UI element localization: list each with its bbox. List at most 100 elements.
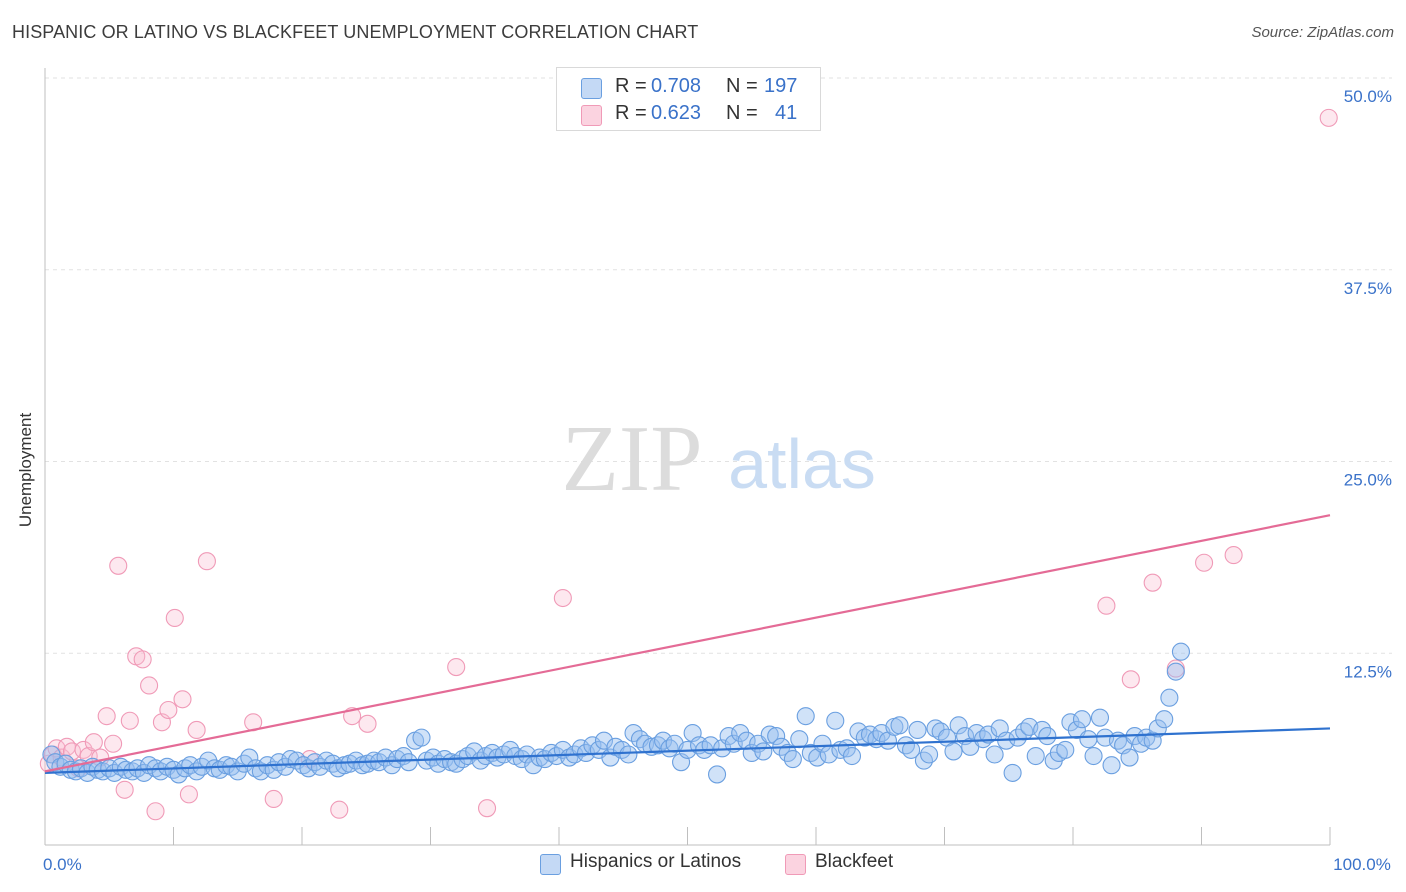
hispanic-point: [412, 728, 431, 747]
blackfeet-point: [179, 785, 198, 804]
bottom-legend-label-hispanic: Hispanics or Latinos: [570, 851, 742, 872]
blackfeet-point: [1143, 573, 1162, 592]
tick-labels: 12.5% 25.0% 37.5% 50.0% 0.0% 100.0%: [43, 87, 1392, 874]
y-tick-label: 37.5%: [1344, 279, 1392, 298]
hispanic-point: [494, 745, 513, 764]
hispanic-point: [902, 740, 921, 759]
watermark: ZIP atlas: [562, 407, 876, 511]
blackfeet-point: [104, 734, 123, 753]
blackfeet-point: [140, 676, 159, 695]
trend-lines: [44, 514, 1331, 775]
hispanic-point: [346, 751, 366, 770]
blackfeet-point: [447, 658, 466, 677]
hispanic-point: [1056, 740, 1075, 759]
hispanic-point: [654, 731, 673, 750]
legend-n-label: N =: [726, 75, 758, 97]
hispanic-point: [128, 759, 147, 778]
legend-n-value: 197: [764, 75, 798, 97]
y-axis-label: Unemployment: [16, 412, 35, 528]
blackfeet-trend-line: [44, 514, 1331, 773]
hispanic-point: [269, 753, 288, 772]
hispanic-point: [542, 743, 561, 763]
legend-swatch-blackfeet: [581, 105, 602, 126]
x-tick-label: 0.0%: [43, 855, 82, 874]
hispanic-point: [399, 753, 418, 772]
blackfeet-point: [330, 800, 349, 819]
watermark-zip: ZIP: [562, 407, 703, 511]
source-label: Source: ZipAtlas.com: [1251, 24, 1394, 41]
hispanic-point: [1120, 748, 1139, 767]
hispanic-point: [246, 759, 265, 778]
legend-r-label: R =: [615, 102, 647, 124]
y-tick-label: 50.0%: [1344, 87, 1392, 106]
blackfeet-point: [264, 789, 283, 809]
hispanic-point: [210, 760, 229, 779]
legend-r-label: R =: [615, 75, 647, 97]
hispanic-point: [754, 742, 773, 761]
hispanic-point: [594, 731, 614, 750]
watermark-atlas: atlas: [728, 425, 876, 503]
legend-n-value: 41: [775, 102, 798, 124]
blackfeet-point: [187, 720, 206, 740]
bottom-legend-swatch-blackfeet: [785, 854, 806, 875]
hispanic-point: [1090, 708, 1110, 727]
hispanic-point: [1079, 730, 1098, 749]
blackfeet-point: [146, 802, 165, 821]
x-tick-label: 100.0%: [1333, 855, 1391, 874]
hispanic-points: [42, 642, 1190, 784]
blackfeet-point: [1121, 670, 1140, 689]
blackfeet-point: [109, 556, 128, 575]
y-tick-label: 12.5%: [1344, 662, 1392, 681]
hispanic-point: [908, 720, 927, 740]
blackfeet-point: [165, 608, 184, 628]
correlation-legend: R = 0.708 N = 197 R = 0.623 N = 41: [556, 67, 821, 131]
hispanic-point: [944, 742, 963, 761]
hispanic-point: [767, 727, 786, 746]
hispanic-point: [1003, 763, 1022, 782]
hispanic-point: [890, 716, 909, 735]
blackfeet-point: [477, 799, 497, 818]
blackfeet-point: [1224, 546, 1243, 565]
hispanic-point: [796, 707, 815, 726]
hispanic-point: [790, 730, 809, 749]
legend-r-value: 0.623: [651, 102, 702, 124]
bottom-legend-swatch-hispanic: [540, 854, 561, 875]
hispanic-point: [1155, 710, 1174, 729]
blackfeet-point: [133, 650, 152, 669]
blackfeet-point: [159, 700, 178, 720]
hispanic-point: [1038, 727, 1057, 746]
hispanic-point: [1166, 662, 1185, 681]
hispanic-point: [855, 728, 874, 747]
hispanic-point: [808, 748, 827, 767]
y-axis-label-wrap: Unemployment: [6, 320, 46, 620]
legend-n-label: N =: [726, 102, 758, 124]
blackfeet-point: [1097, 596, 1116, 615]
hispanic-point: [1084, 746, 1103, 766]
blackfeet-point: [358, 714, 377, 733]
hispanic-point: [860, 725, 880, 744]
hispanic-point: [813, 734, 832, 753]
hispanic-point: [731, 723, 750, 743]
axes: [44, 68, 1331, 846]
legend-swatch-hispanic: [581, 78, 602, 99]
hispanic-point: [842, 746, 862, 766]
blackfeet-point: [97, 707, 116, 726]
hispanic-point: [979, 725, 998, 744]
hispanic-point: [760, 725, 779, 744]
hispanic-trend-line: [44, 727, 1331, 775]
blackfeet-point: [1195, 553, 1214, 572]
hispanic-point: [619, 745, 638, 764]
hispanic-point: [1061, 713, 1080, 732]
hispanic-point: [826, 711, 845, 730]
blackfeet-point: [115, 780, 134, 799]
blackfeet-point: [84, 733, 103, 752]
hispanic-point: [949, 716, 968, 735]
blackfeet-point: [197, 552, 216, 571]
hispanic-point: [1171, 642, 1190, 661]
blackfeet-point: [173, 690, 192, 709]
legend-r-value: 0.708: [651, 75, 702, 97]
blackfeet-point: [120, 711, 139, 730]
chart-title: HISPANIC OR LATINO VS BLACKFEET UNEMPLOY…: [12, 22, 699, 42]
hispanic-point: [1148, 719, 1167, 738]
hispanic-point: [1072, 710, 1092, 729]
